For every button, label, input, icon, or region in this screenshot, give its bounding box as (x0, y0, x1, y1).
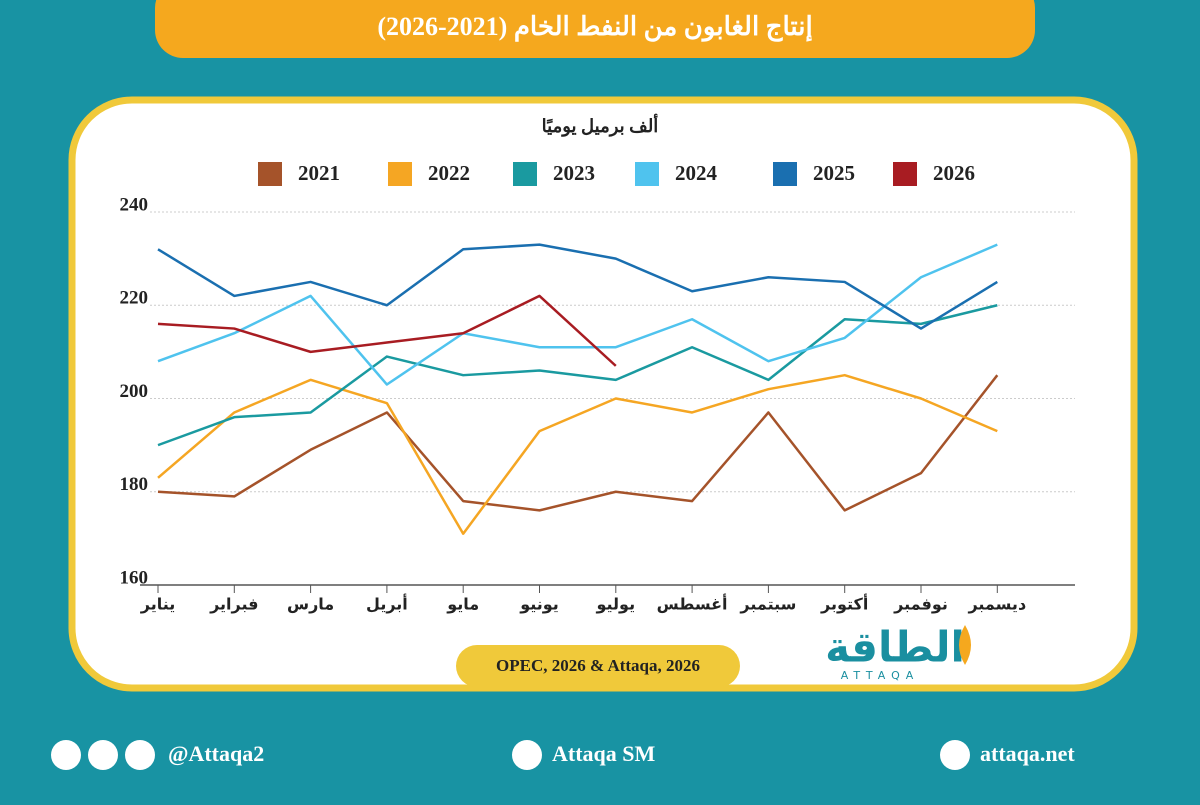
series-line (157, 243, 998, 386)
logo-drop (959, 625, 971, 665)
y-tick-label: 220 (120, 288, 149, 309)
legend-label: 2021 (298, 161, 340, 185)
x-tick-label: ديسمبر (967, 595, 1026, 614)
y-axis-label: ألف برميل يوميًا (542, 114, 659, 137)
legend-swatch (893, 162, 917, 186)
legend-swatch (388, 162, 412, 186)
x-tick-label: فبراير (209, 595, 258, 614)
legend-label: 2023 (553, 161, 595, 185)
x-tick-label: أكتوبر (820, 594, 868, 614)
series-line (157, 374, 999, 512)
social-handle: @Attaqa2 (168, 741, 264, 766)
x-tick-label: أبريل (366, 594, 408, 614)
logo-latin: ATTAQA (841, 669, 920, 682)
y-tick-label: 240 (120, 194, 149, 215)
series-line (157, 243, 998, 330)
x-tick-label: أغسطس (657, 594, 728, 614)
legend-swatch (258, 162, 282, 186)
legend-swatch (773, 162, 797, 186)
x-tick-label: مارس (287, 595, 334, 614)
x-tick-label: يونيو (519, 595, 559, 614)
series-line (157, 294, 617, 367)
legend-swatch (635, 162, 659, 186)
legend-label: 2022 (428, 161, 470, 185)
x-tick-label: يوليو (595, 595, 635, 614)
y-tick-label: 160 (120, 567, 149, 588)
legend-label: 2025 (813, 161, 855, 185)
y-tick-label: 180 (120, 474, 149, 495)
chart-card (68, 96, 1138, 692)
chart-title: إنتاج الغابون من النفط الخام (2021-2026) (377, 12, 812, 42)
y-tick-label: 200 (120, 381, 149, 402)
website: attaqa.net (980, 741, 1075, 766)
web-icon (940, 740, 970, 770)
legend-label: 2024 (675, 161, 718, 185)
legend-label: 2026 (933, 161, 975, 185)
title-banner (155, 0, 1035, 58)
youtube-handle: Attaqa SM (552, 741, 656, 766)
instagram-icon (88, 740, 118, 770)
facebook-icon (125, 740, 155, 770)
x-tick-label: مايو (446, 595, 479, 614)
logo: الطاقة (825, 623, 965, 672)
plot: 160 180 200 220 240 يناير فبراير مارس أبريل مايو ي… (120, 161, 1075, 614)
x-icon (51, 740, 81, 770)
x-tick-label: سبتمبر (739, 595, 796, 614)
source-pill (456, 645, 740, 687)
source: OPEC, 2026 & Attaqa, 2026 (496, 656, 700, 675)
series-line (157, 373, 998, 535)
x-tick-label: يناير (140, 595, 176, 614)
youtube-icon (512, 740, 542, 770)
x-tick-label: نوفمبر (893, 595, 948, 614)
legend-swatch (513, 162, 537, 186)
series-line (157, 304, 998, 447)
